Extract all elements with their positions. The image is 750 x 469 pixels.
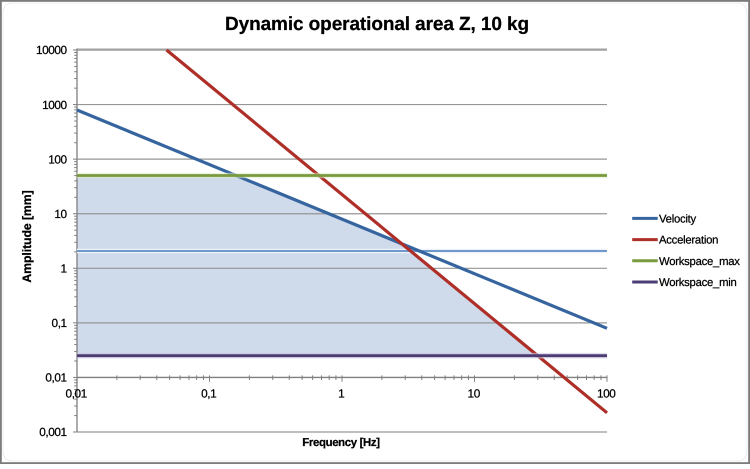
svg-text:Velocity: Velocity — [659, 214, 697, 226]
svg-text:100: 100 — [48, 152, 67, 166]
svg-text:Dynamic operational area Z, 10: Dynamic operational area Z, 10 kg — [225, 14, 529, 35]
svg-text:1000: 1000 — [42, 98, 67, 112]
svg-text:10: 10 — [54, 207, 67, 221]
svg-text:Workspace_min: Workspace_min — [659, 277, 737, 289]
svg-text:100: 100 — [597, 387, 616, 401]
svg-text:0,1: 0,1 — [52, 316, 67, 330]
svg-text:1: 1 — [61, 262, 67, 276]
svg-text:0,1: 0,1 — [201, 387, 216, 401]
svg-text:0,01: 0,01 — [66, 387, 87, 401]
svg-text:0,01: 0,01 — [45, 371, 66, 385]
svg-text:0,001: 0,001 — [39, 425, 66, 439]
svg-text:Workspace_max: Workspace_max — [659, 256, 740, 268]
svg-text:Amplitude [mm]: Amplitude [mm] — [20, 190, 34, 282]
svg-text:Acceleration: Acceleration — [659, 235, 718, 247]
svg-text:Frequency [Hz]: Frequency [Hz] — [302, 437, 380, 449]
svg-text:10000: 10000 — [36, 43, 68, 57]
svg-text:1: 1 — [338, 387, 344, 401]
svg-text:10: 10 — [468, 387, 481, 401]
